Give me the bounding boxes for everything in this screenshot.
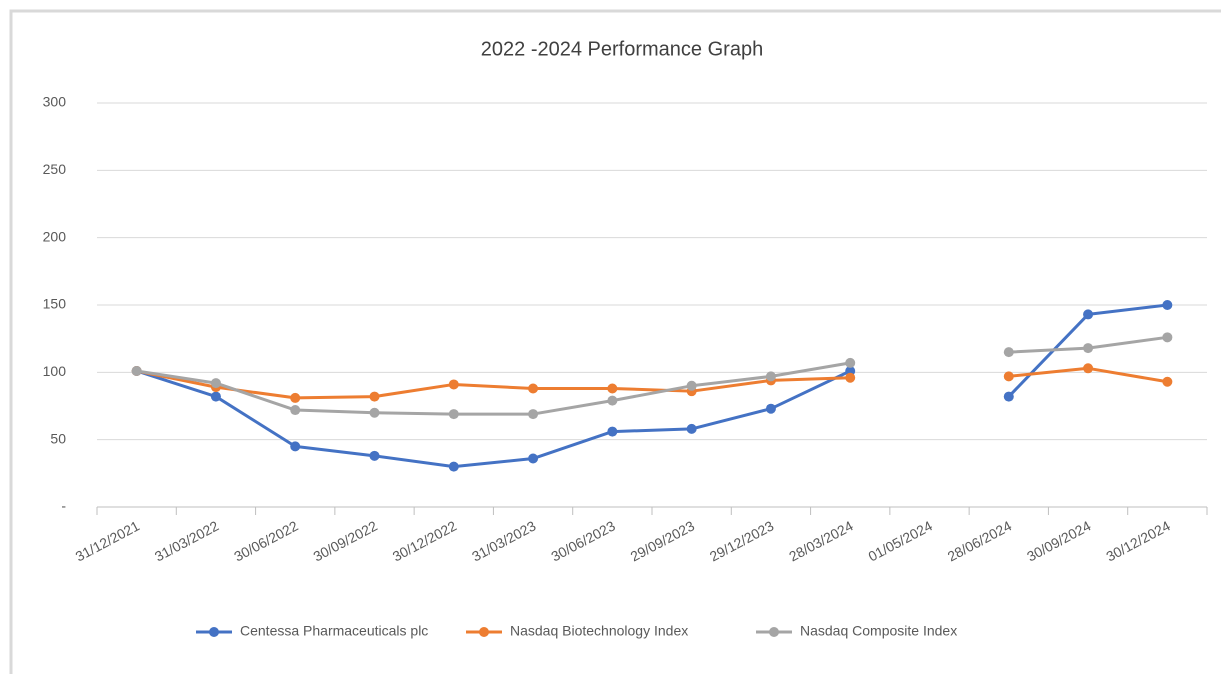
data-point: [1162, 332, 1173, 343]
data-point: [845, 372, 856, 383]
data-point: [210, 391, 221, 402]
data-point: [528, 383, 539, 394]
data-point: [686, 380, 697, 391]
data-point: [1003, 347, 1014, 358]
data-point: [765, 371, 776, 382]
y-tick-label: 50: [50, 430, 66, 446]
data-point: [528, 409, 539, 420]
legend-label: Nasdaq Composite Index: [800, 623, 957, 639]
data-point: [369, 407, 380, 418]
legend-marker: [479, 627, 489, 637]
chart-title: 2022 -2024 Performance Graph: [481, 38, 763, 60]
data-point: [1083, 343, 1094, 354]
data-point: [290, 441, 301, 452]
data-point: [765, 403, 776, 414]
data-point: [210, 378, 221, 389]
data-point: [290, 405, 301, 416]
data-point: [845, 357, 856, 368]
data-point: [290, 392, 301, 403]
data-point: [607, 426, 618, 437]
y-tick-label: -: [61, 498, 66, 514]
chart-frame: [9, 9, 1221, 674]
y-tick-label: 200: [43, 228, 67, 244]
legend-label: Centessa Pharmaceuticals plc: [240, 623, 428, 639]
data-point: [131, 365, 142, 376]
data-point: [369, 450, 380, 461]
data-point: [1162, 376, 1173, 387]
data-point: [607, 383, 618, 394]
data-point: [448, 461, 459, 472]
legend-marker: [769, 627, 779, 637]
y-tick-label: 100: [43, 363, 67, 379]
data-point: [369, 391, 380, 402]
data-point: [448, 409, 459, 420]
data-point: [528, 453, 539, 464]
data-point: [1003, 371, 1014, 382]
legend-marker: [209, 627, 219, 637]
data-point: [1162, 300, 1173, 310]
data-point: [686, 423, 697, 434]
data-point: [1083, 309, 1094, 320]
y-tick-label: 300: [43, 94, 67, 110]
data-point: [448, 379, 459, 390]
legend-label: Nasdaq Biotechnology Index: [510, 623, 688, 639]
y-tick-label: 250: [43, 161, 67, 177]
data-point: [1083, 363, 1094, 374]
data-point: [1003, 391, 1014, 402]
data-point: [607, 395, 618, 406]
y-tick-label: 150: [43, 296, 67, 312]
